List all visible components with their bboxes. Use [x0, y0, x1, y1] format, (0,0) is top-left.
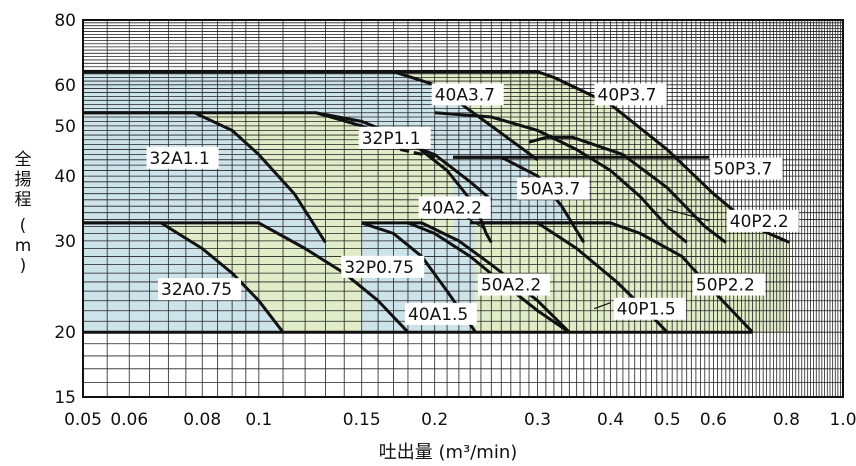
series-label-bg — [146, 146, 219, 169]
curve-32a1-1 — [83, 111, 327, 244]
label-layer: 40A3.7 40P3.7 32P1.1 32A1.1 50A3.7 50P3.7 40A2… — [146, 83, 799, 325]
x-axis-label-wrap: 吐出量 (m³/min) — [0, 438, 856, 464]
series-label-bg — [158, 278, 242, 301]
y-tick-label: 60 — [54, 76, 76, 96]
series-label-bg — [418, 196, 491, 219]
leader-line — [666, 208, 710, 222]
x-tick-label: 0.06 — [110, 410, 148, 430]
y-axis-label-char: ) — [19, 256, 27, 276]
y-axis-label-char: 全 — [14, 150, 32, 170]
series-label: 32P0.75 — [344, 258, 414, 278]
curve-40a2-2 — [315, 111, 493, 244]
series-label: 40P1.5 — [617, 300, 676, 320]
y-tick-label: 50 — [54, 117, 76, 137]
y-tick-label: 80 — [54, 11, 76, 31]
x-tick-label: 0.15 — [343, 410, 381, 430]
x-tick-label: 0.3 — [524, 410, 551, 430]
grid-layer — [82, 19, 844, 398]
x-tick-label: 0.08 — [183, 410, 221, 430]
series-label: 40P3.7 — [598, 85, 657, 105]
series-label: 50A3.7 — [520, 180, 580, 200]
leader-line — [593, 302, 611, 310]
series-label-bg — [517, 177, 590, 200]
series-label: 50P2.2 — [696, 276, 755, 296]
series-label-bg — [726, 209, 799, 232]
series-label-bg — [594, 83, 667, 106]
series-label: 40A1.5 — [408, 305, 468, 325]
x-tick-label: 0.2 — [421, 410, 448, 430]
series-label-bg — [710, 157, 783, 180]
plot-frame — [82, 19, 844, 398]
series-label: 40P2.2 — [730, 212, 789, 232]
y-tick-label: 15 — [54, 388, 76, 408]
x-tick-label: 0.8 — [773, 410, 800, 430]
curve-32a0-75 — [83, 221, 285, 334]
y-tick-label: 40 — [54, 167, 76, 187]
x-tick-label: 0.4 — [597, 410, 624, 430]
curve-layer — [83, 70, 791, 334]
y-axis-label-char: ( — [19, 216, 27, 236]
y-tick-label: 20 — [54, 323, 76, 343]
x-tick-label: 0.1 — [245, 410, 272, 430]
series-label: 50A2.2 — [481, 276, 541, 296]
x-tick-label: 0.05 — [64, 410, 102, 430]
series-label-bg — [613, 297, 686, 320]
curve-32p0-75 — [83, 221, 410, 334]
series-label-bg — [341, 255, 425, 278]
series-label: 32P1.1 — [362, 129, 421, 149]
region-32a0-75 — [83, 222, 283, 333]
y-axis-label-char: 揚 — [14, 170, 32, 190]
series-label-bg — [431, 83, 504, 106]
curve-50p3-7 — [528, 135, 727, 244]
curve-40p1-5 — [407, 221, 571, 334]
series-label: 40A3.7 — [435, 85, 495, 105]
curve-40p2-2 — [434, 111, 688, 244]
series-label-bg — [404, 302, 477, 325]
series-label-bg — [358, 126, 431, 149]
x-tick-label: 0.6 — [700, 410, 727, 430]
series-label: 32A0.75 — [161, 280, 232, 300]
tick-layer: 0.05 0.06 0.08 0.1 0.15 0.2 0.3 0.4 0.5 0.6 0.8 1.0… — [54, 11, 856, 430]
curve-50p2-2 — [475, 221, 754, 334]
series-label-bg — [477, 273, 550, 296]
y-axis-label: 全 揚 程 ( m ) — [10, 150, 36, 276]
y-tick-label: 30 — [54, 232, 76, 252]
y-axis-label-char: 程 — [14, 190, 32, 210]
series-label: 40A2.2 — [422, 198, 482, 218]
x-axis-label: 吐出量 (m³/min) — [378, 442, 518, 463]
series-label-bg — [692, 273, 765, 296]
x-tick-label: 0.5 — [654, 410, 681, 430]
series-label: 32A1.1 — [150, 149, 210, 169]
series-label: 50P3.7 — [713, 160, 772, 180]
y-axis-label-char: m — [14, 236, 32, 256]
curve-50a3-7 — [453, 155, 586, 244]
dashed-curve — [374, 136, 436, 159]
x-tick-label: 1.0 — [829, 410, 856, 430]
